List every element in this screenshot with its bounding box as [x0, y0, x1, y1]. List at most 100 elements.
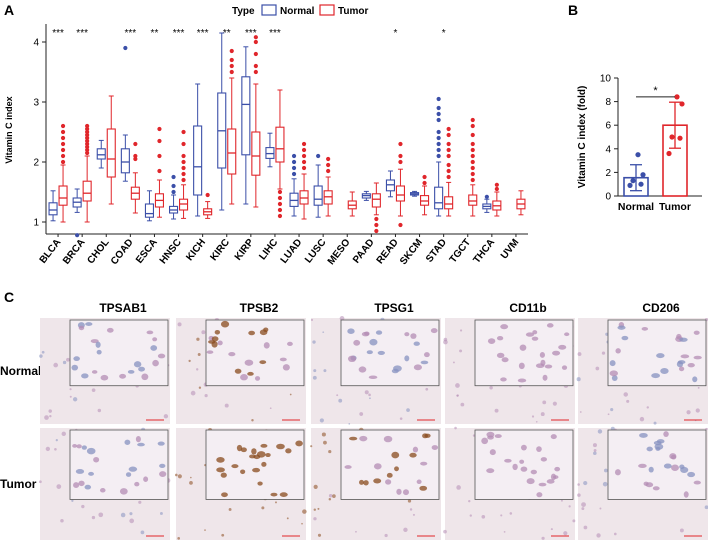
nucleus	[78, 480, 85, 487]
tissue-cell	[456, 394, 459, 397]
outlier-tumor	[446, 174, 451, 180]
tissue-cell	[406, 408, 410, 412]
tissue-cell	[443, 529, 447, 534]
category-chol	[96, 95, 116, 205]
zoom-inset	[205, 319, 305, 387]
nucleus	[504, 458, 512, 463]
nucleus	[78, 325, 85, 331]
y-tick-label: 3	[33, 98, 39, 109]
nucleus	[211, 336, 219, 342]
nucleus	[85, 322, 93, 326]
tissue-cell	[454, 426, 457, 430]
nucleus	[221, 492, 228, 498]
tissue-cell	[159, 512, 163, 515]
outlier-tumor	[470, 159, 475, 165]
x-tick-label: COAD	[109, 237, 136, 267]
category-lihc: ***	[265, 28, 285, 219]
tissue-cell	[460, 402, 465, 407]
nucleus	[253, 454, 261, 460]
zoom-inset	[340, 429, 440, 500]
outlier-normal	[436, 153, 441, 159]
outlier-tumor	[60, 129, 66, 135]
tissue-cell	[201, 330, 206, 335]
nucleus	[220, 472, 227, 478]
outlier-normal	[436, 147, 441, 153]
column-header-cd206: CD206	[642, 301, 680, 315]
nucleus	[494, 434, 502, 439]
nucleus	[270, 492, 278, 497]
category-brca: ***	[72, 28, 92, 238]
tissue-cell	[443, 339, 448, 345]
nucleus	[72, 444, 78, 448]
nucleus	[135, 435, 141, 443]
outlier-tumor	[157, 168, 162, 174]
nucleus	[536, 446, 542, 453]
tissue-cell	[686, 410, 691, 415]
row-label-tumor: Tumor	[0, 477, 37, 491]
nucleus	[680, 354, 690, 359]
tissue-cell	[62, 360, 67, 365]
tissue-cell	[572, 519, 576, 523]
nucleus	[680, 466, 689, 473]
significance-stars: ***	[245, 28, 257, 39]
nucleus	[248, 330, 256, 336]
nucleus	[487, 338, 496, 345]
outlier-tumor	[229, 57, 234, 63]
tissue-cell	[41, 350, 45, 354]
tissue-cell	[577, 483, 580, 486]
panel-label-b: B	[568, 2, 578, 18]
box-tumor	[82, 180, 92, 202]
tissue-cell	[140, 530, 145, 535]
category-tgct	[468, 117, 478, 217]
bar-group-normal: Normal	[618, 152, 654, 213]
nucleus	[73, 356, 80, 362]
outlier-tumor	[85, 123, 90, 129]
nucleus	[295, 440, 303, 447]
nucleus	[364, 331, 370, 336]
outlier-tumor	[277, 213, 283, 219]
tissue-cell	[312, 340, 316, 344]
outlier-tumor	[133, 141, 138, 147]
tissue-cell	[500, 514, 503, 517]
nucleus	[544, 364, 553, 369]
box-tumor	[227, 128, 237, 175]
nucleus	[617, 325, 626, 330]
nucleus	[552, 350, 561, 356]
tissue-cell	[339, 316, 345, 321]
data-point-normal	[638, 181, 644, 187]
nucleus	[217, 340, 223, 346]
column-header-tpsab1: TPSAB1	[99, 301, 147, 315]
tissue-cell	[310, 318, 314, 322]
box-tumor	[444, 196, 454, 210]
tissue-cell	[66, 357, 70, 362]
outlier-tumor	[181, 129, 186, 135]
tissue-cell	[39, 480, 42, 484]
tissue-cell	[593, 451, 597, 455]
tissue-cell	[322, 331, 325, 333]
x-tick-label: ESCA	[134, 237, 160, 266]
nucleus	[611, 375, 618, 381]
nucleus	[240, 374, 248, 381]
box-tumor	[395, 185, 406, 202]
inset-frame	[205, 429, 305, 500]
nucleus	[532, 330, 538, 335]
category-stad: *	[434, 28, 454, 217]
x-tick-label: PAAD	[351, 237, 377, 266]
tissue-cell	[355, 530, 357, 533]
bar-y-tick-label: 8	[605, 97, 611, 108]
outlier-tumor	[253, 69, 258, 75]
nucleus	[420, 461, 428, 466]
box-tumor	[468, 194, 478, 206]
ihc-image	[443, 426, 576, 540]
outlier-tumor	[277, 195, 283, 201]
nucleus	[373, 463, 382, 470]
nucleus	[119, 373, 127, 379]
outlier-normal	[436, 141, 441, 147]
outlier-tumor	[229, 69, 234, 75]
outlier-tumor	[470, 153, 475, 159]
column-header-tpsg1: TPSG1	[374, 301, 414, 315]
bar-y-tick-label: 4	[605, 144, 611, 155]
tissue-cell	[332, 494, 336, 498]
nucleus	[93, 456, 100, 463]
nucleus	[252, 467, 261, 473]
